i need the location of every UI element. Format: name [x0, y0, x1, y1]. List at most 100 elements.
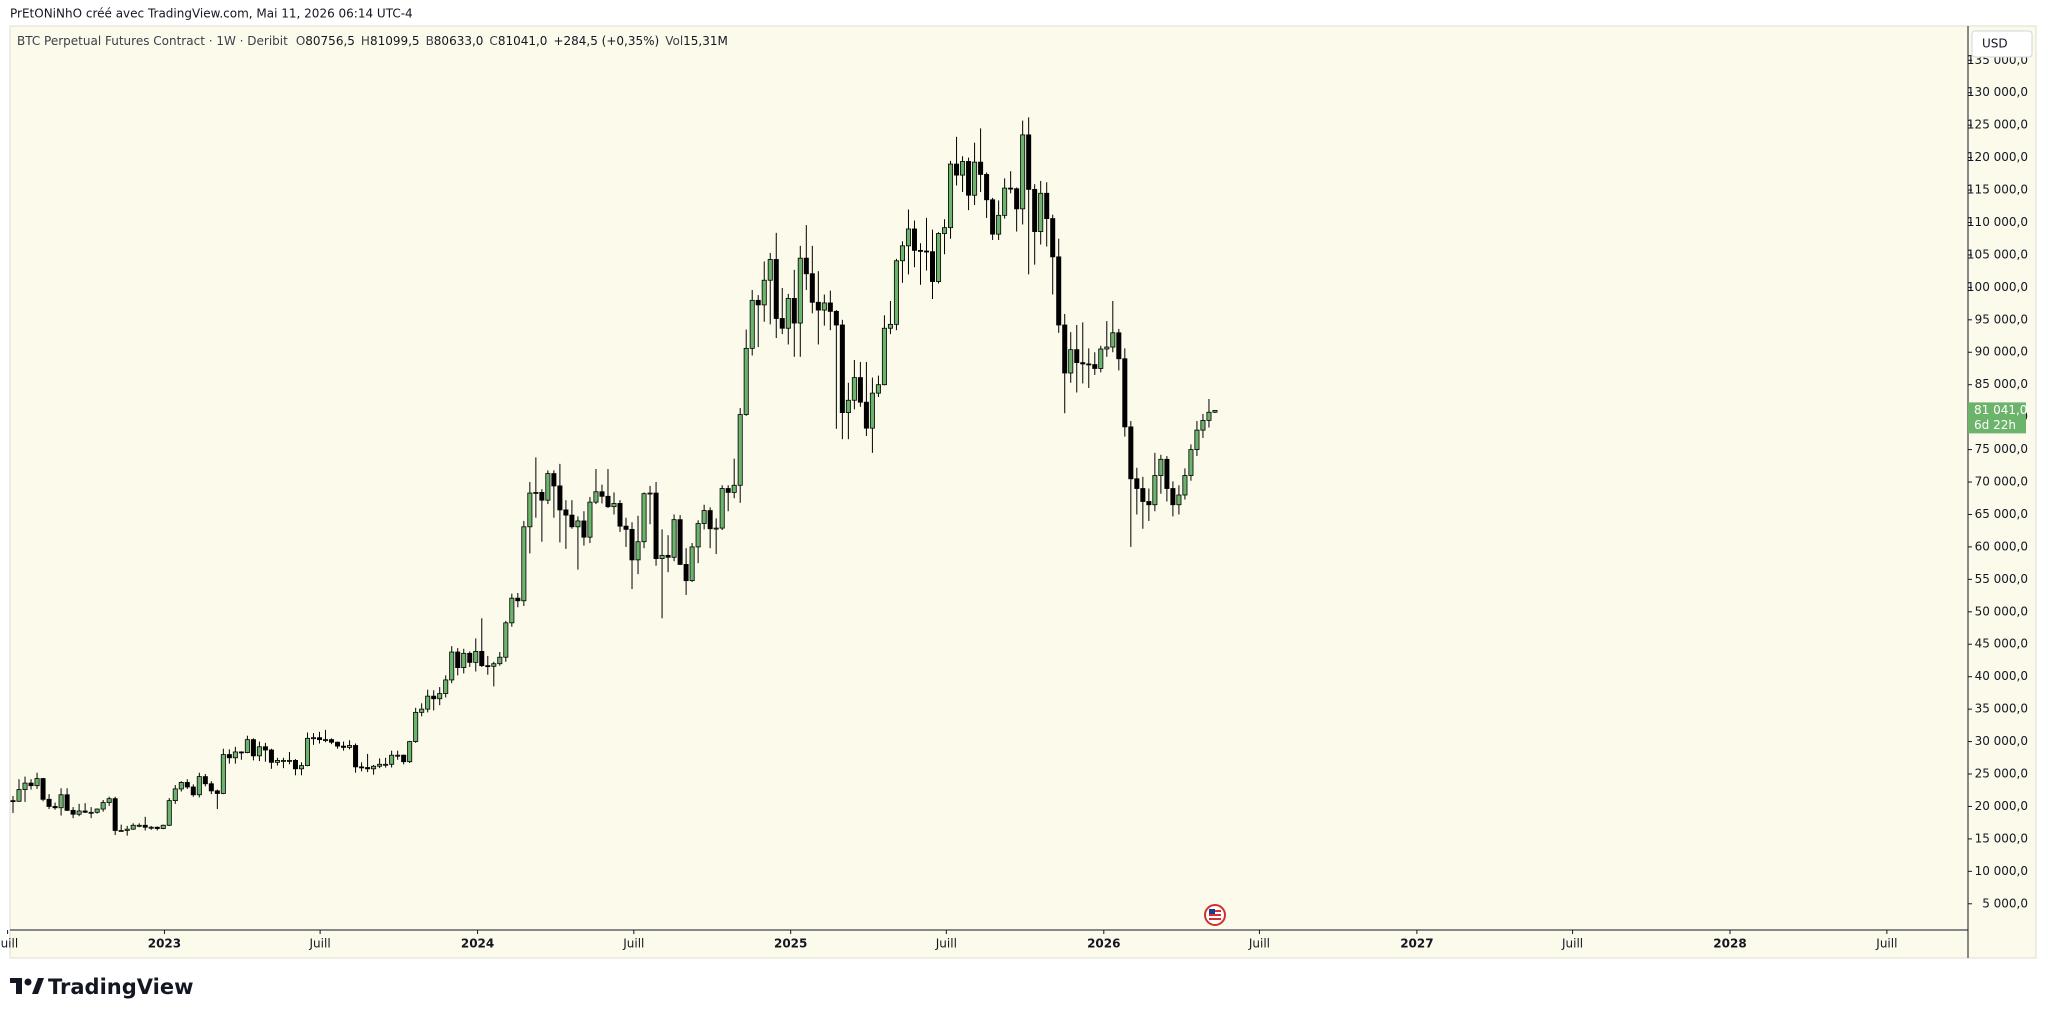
- candle-body: [887, 323, 893, 329]
- candle-body: [449, 651, 455, 681]
- candle-body: [401, 754, 407, 763]
- candle-body: [557, 485, 563, 511]
- y-tick-label: 5 000,0: [1982, 896, 2028, 910]
- last-price-box: [1968, 402, 2026, 434]
- candle-body: [455, 651, 461, 668]
- candle-body: [341, 745, 347, 748]
- candle-body: [1074, 349, 1080, 364]
- candle-body: [347, 745, 353, 748]
- candle-body: [899, 245, 905, 262]
- candle-body: [515, 597, 521, 602]
- candle-body: [232, 751, 238, 759]
- candle-body: [1086, 363, 1092, 366]
- candle-body: [94, 808, 100, 813]
- axes: 5 000,0 10 000,0 15 000,0 20 000,0 25 000,0 3…: [0, 53, 2028, 951]
- candle-body: [966, 161, 972, 196]
- candle-body: [172, 788, 178, 802]
- y-tick-label: 40 000,0: [1975, 669, 2028, 683]
- candle-body: [545, 473, 551, 501]
- candle-body: [419, 708, 425, 713]
- candle-body: [437, 693, 443, 700]
- candle-body: [665, 554, 671, 558]
- y-tick-label: 130 000,0: [1967, 85, 2028, 99]
- candle-body: [377, 763, 383, 767]
- logo-stem: [16, 978, 22, 994]
- candle-body: [256, 746, 262, 757]
- candle-body: [635, 541, 641, 561]
- candle-body: [930, 251, 936, 282]
- candle-body: [244, 739, 250, 754]
- candle-body: [755, 299, 761, 306]
- candle-body: [1002, 187, 1008, 216]
- candle-body: [413, 711, 419, 742]
- candle-body: [509, 597, 515, 624]
- candle-body: [749, 299, 755, 349]
- candle-body: [184, 782, 190, 788]
- candle-body: [395, 754, 401, 757]
- event-flag[interactable]: [1204, 904, 1226, 926]
- y-tick-label: 100 000,0: [1967, 280, 2028, 294]
- y-tick-label: 85 000,0: [1975, 377, 2028, 391]
- candle-body: [335, 741, 341, 747]
- candle-body: [539, 492, 545, 501]
- y-tick-label: 115 000,0: [1967, 183, 2028, 197]
- candle-body: [323, 739, 329, 742]
- footer-brand[interactable]: TradingView: [48, 975, 193, 999]
- candle-body: [575, 520, 581, 528]
- candle-body: [839, 324, 845, 413]
- candle-body: [972, 161, 978, 196]
- currency-label[interactable]: USD: [1982, 37, 2008, 51]
- candle-body: [779, 318, 785, 329]
- candle-body: [960, 161, 966, 176]
- candle-body: [725, 488, 731, 493]
- candle-body: [701, 510, 707, 524]
- candle-body: [1182, 475, 1188, 496]
- candle-body: [64, 794, 70, 811]
- candle-body: [713, 527, 719, 530]
- y-tick-label: 60 000,0: [1975, 539, 2028, 553]
- candle-body: [1062, 324, 1068, 374]
- legend: BTC Perpetual Futures Contract · 1W · De…: [17, 34, 728, 48]
- candle-body: [16, 789, 22, 802]
- candle-body: [743, 347, 749, 415]
- candle-body: [707, 510, 713, 530]
- y-tick-label: 70 000,0: [1975, 475, 2028, 489]
- candle-body: [659, 554, 665, 559]
- candle-body: [773, 259, 779, 319]
- y-tick-label: 95 000,0: [1975, 312, 2028, 326]
- candle-body: [100, 802, 106, 810]
- candle-body: [473, 650, 479, 663]
- candle-body: [1164, 458, 1170, 489]
- candle-body: [827, 302, 833, 312]
- candle-body: [443, 679, 449, 694]
- candle-body: [1044, 192, 1050, 219]
- candle-body: [10, 800, 16, 803]
- candle-body: [695, 523, 701, 548]
- candle-body: [274, 759, 280, 763]
- x-tick-label: Juill: [935, 937, 957, 951]
- flag-stripe: [1209, 918, 1221, 920]
- x-tick-label: 2028: [1713, 937, 1746, 951]
- candle-body: [196, 776, 202, 796]
- y-tick-label: 50 000,0: [1975, 604, 2028, 618]
- footer-logo[interactable]: [10, 978, 44, 994]
- currency-box[interactable]: [1971, 30, 2033, 58]
- candle-body: [1188, 449, 1194, 476]
- candle-body: [34, 778, 40, 787]
- candle-body: [996, 214, 1002, 235]
- y-tick-label: 55 000,0: [1975, 572, 2028, 586]
- legend-key: C: [489, 34, 497, 48]
- candle-body: [833, 310, 839, 326]
- candle-body: [106, 798, 112, 803]
- x-tick-label: 2023: [148, 937, 181, 951]
- candle-body: [220, 754, 226, 794]
- y-tick-label: 120 000,0: [1967, 150, 2028, 164]
- y-tick-label: 65 000,0: [1975, 507, 2028, 521]
- legend-value: 81041,0: [498, 34, 548, 48]
- candle-body: [268, 749, 274, 763]
- candle-body: [82, 810, 88, 813]
- candle-body: [923, 250, 930, 253]
- legend-value: 15,31M: [683, 34, 728, 48]
- candle-body: [671, 519, 677, 558]
- candle-body: [485, 665, 491, 668]
